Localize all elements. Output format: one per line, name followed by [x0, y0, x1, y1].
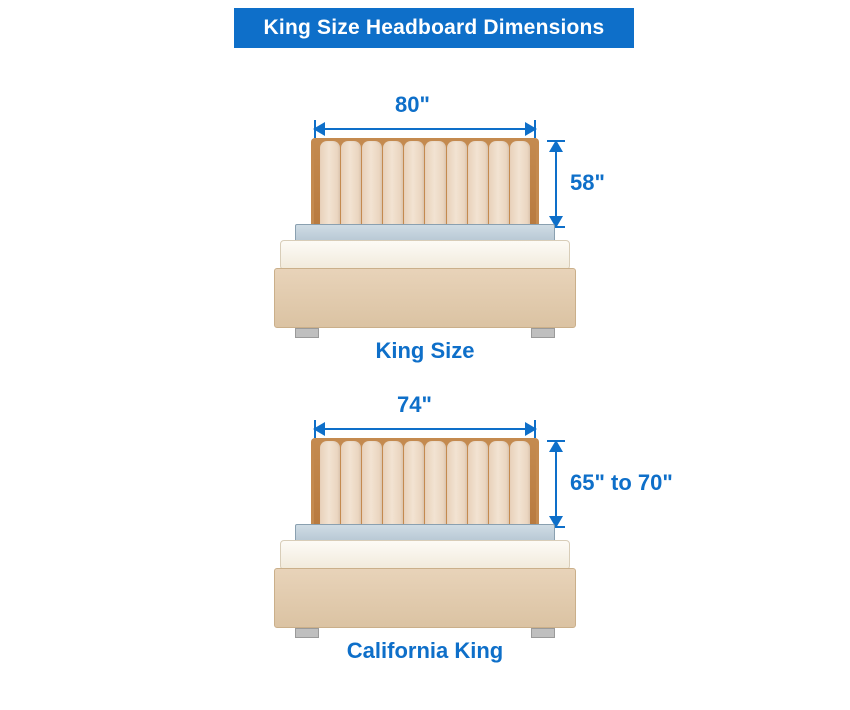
width-tick-left	[314, 120, 316, 138]
channel	[425, 441, 445, 527]
channel	[320, 141, 340, 227]
page-title: King Size Headboard Dimensions	[264, 16, 605, 40]
headboard-channels	[320, 441, 530, 527]
caption-calking: California King	[225, 638, 625, 664]
height-tick-top	[547, 140, 565, 142]
width-arrow	[315, 128, 535, 130]
bed-foot-right	[531, 328, 555, 338]
channel	[510, 441, 530, 527]
headboard	[311, 438, 539, 530]
headboard-channels	[320, 141, 530, 227]
channel	[404, 441, 424, 527]
bed-base	[274, 568, 576, 628]
mattress	[280, 240, 570, 270]
channel	[404, 141, 424, 227]
channel	[362, 441, 382, 527]
channel	[425, 141, 445, 227]
width-tick-left	[314, 420, 316, 438]
bed-panel-california-king: 74" 65" to 70"	[225, 380, 625, 590]
height-tick-top	[547, 440, 565, 442]
headboard-side-right	[530, 141, 536, 227]
height-arrow	[555, 142, 557, 226]
headboard	[311, 138, 539, 230]
channel	[489, 441, 509, 527]
channel	[383, 441, 403, 527]
mattress	[280, 540, 570, 570]
bed-foot-right	[531, 628, 555, 638]
channel	[320, 441, 340, 527]
width-tick-right	[534, 420, 536, 438]
bed-foot-left	[295, 328, 319, 338]
bed-base	[274, 268, 576, 328]
channel	[489, 141, 509, 227]
channel	[510, 141, 530, 227]
caption-king: King Size	[225, 338, 625, 364]
bed-illustration-calking	[265, 380, 585, 590]
channel	[447, 141, 467, 227]
channel	[447, 441, 467, 527]
title-bar: King Size Headboard Dimensions	[234, 8, 634, 48]
width-tick-right	[534, 120, 536, 138]
channel	[341, 141, 361, 227]
bed-panel-king: 80" 58"	[225, 80, 625, 290]
channel	[383, 141, 403, 227]
width-arrow	[315, 428, 535, 430]
channel	[468, 141, 488, 227]
bed-illustration-king	[265, 80, 585, 290]
channel	[468, 441, 488, 527]
height-label-calking: 65" to 70"	[570, 470, 673, 496]
channel	[362, 141, 382, 227]
channel	[341, 441, 361, 527]
bed-foot-left	[295, 628, 319, 638]
headboard-side-right	[530, 441, 536, 527]
height-arrow	[555, 442, 557, 526]
